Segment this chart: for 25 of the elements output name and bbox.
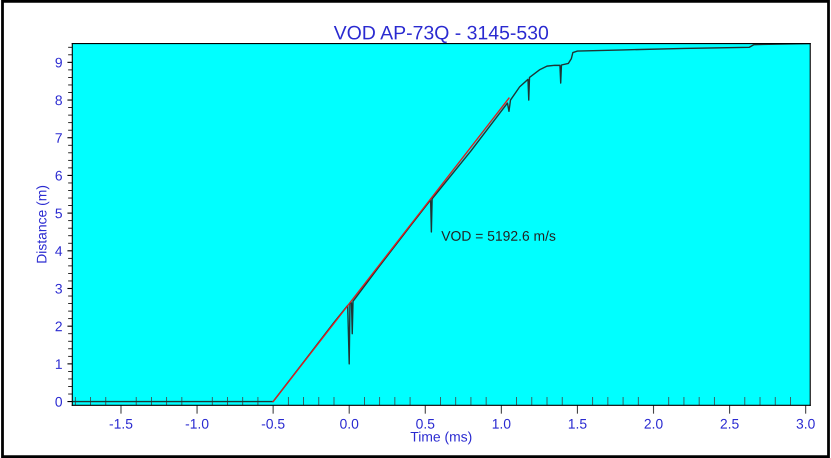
x-tick-label: 1.0: [492, 418, 510, 429]
y-tick-label: 8: [55, 95, 62, 106]
y-tick-label: 5: [55, 208, 62, 218]
x-tick-label: 2.0: [644, 418, 663, 429]
y-tick-label: 3: [55, 284, 62, 294]
y-tick-label: 7: [56, 133, 62, 143]
x-tick-label: -1.0: [186, 418, 208, 429]
x-tick-label: 3.0: [796, 418, 815, 429]
y-tick-label: 0: [55, 396, 62, 407]
y-tick-label: 6: [56, 170, 62, 181]
chart-title: VOD AP-73Q - 3145-530: [334, 26, 548, 44]
x-tick-label: 0.0: [340, 418, 358, 429]
x-tick-label: 1.5: [568, 419, 587, 429]
annotation: VOD = 5192.6 m/s: [441, 230, 556, 241]
y-tick-label: 9: [56, 58, 62, 68]
x-tick-label: -1.5: [110, 419, 132, 429]
line-series: [72, 44, 810, 402]
x-tick-label: -0.5: [262, 418, 285, 429]
x-tick-label: 2.5: [720, 418, 739, 429]
y-tick-label: 4: [55, 246, 62, 256]
y-tick-label: 1: [56, 359, 62, 369]
x-axis-title: Time (ms): [410, 431, 472, 444]
y-tick-label: 2: [56, 322, 62, 332]
x-tick-label: 0.5: [416, 418, 434, 429]
y-axis-title: Distance (m): [36, 186, 50, 263]
